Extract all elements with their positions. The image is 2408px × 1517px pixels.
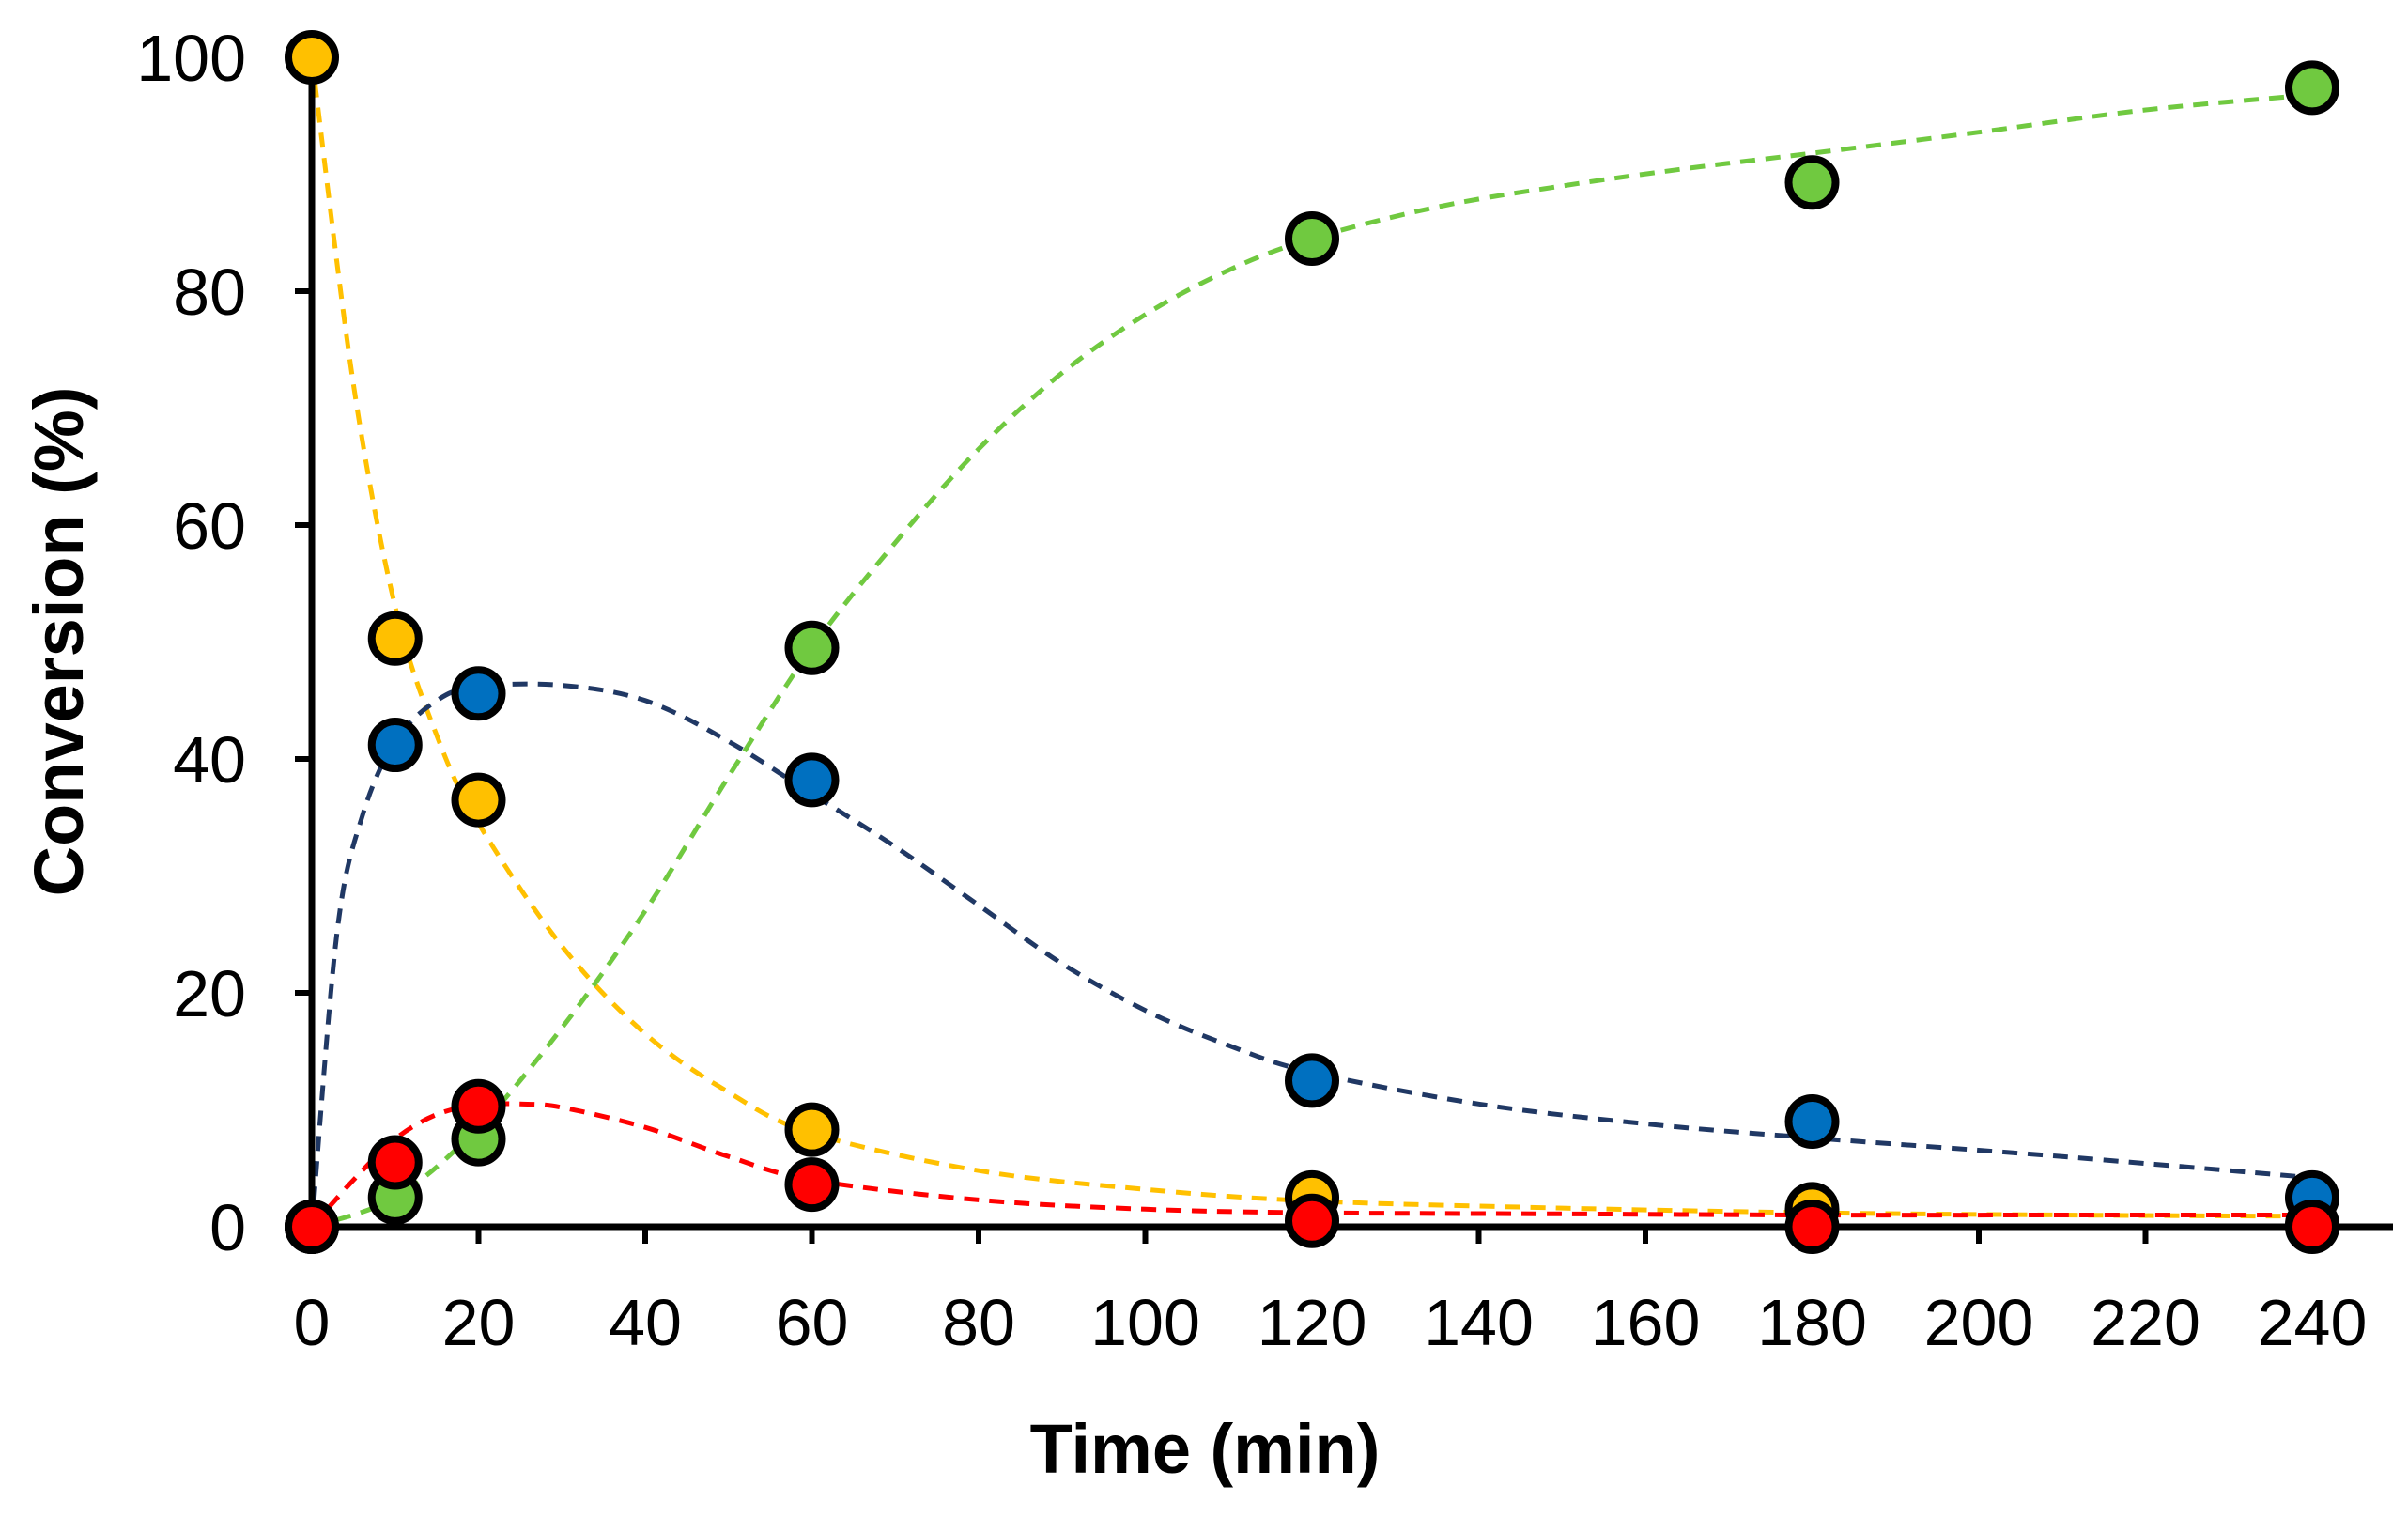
x-axis-title: Time (min) [1030,1410,1381,1488]
data-point-red [451,1078,506,1134]
data-point-blue [451,666,506,721]
fit-line-green [311,92,2313,1230]
data-point-red [1285,1193,1339,1248]
data-point-yellow [784,1102,840,1157]
y-tick-label: 80 [173,255,246,329]
data-markers [285,30,2339,1254]
data-point-green [2285,60,2339,116]
x-tick-label: 240 [2258,1286,2368,1359]
data-point-green [784,620,840,675]
x-tick-label: 200 [1924,1286,2034,1359]
x-tick-label: 0 [294,1286,331,1359]
x-tick-label: 60 [776,1286,849,1359]
x-tick-label: 40 [609,1286,682,1359]
data-point-blue [784,752,840,808]
y-tick-label: 0 [209,1191,246,1264]
axes [302,55,2393,1231]
ticks: 0 20 40 60 80 100 120 140 160 180 200 220 240 0 20 40 60… [136,22,2367,1359]
data-point-blue [367,718,423,773]
x-tick-label: 20 [442,1286,516,1359]
data-point-green [1285,210,1339,266]
x-tick-label: 180 [1757,1286,1867,1359]
y-tick-label: 40 [173,723,246,797]
y-tick-label: 60 [173,489,246,563]
data-point-red [784,1157,840,1213]
x-tick-label: 220 [2091,1286,2200,1359]
data-point-red [285,1200,339,1254]
fit-line-blue [309,681,2313,1228]
x-tick-label: 80 [942,1286,1015,1359]
data-point-green [1784,155,1840,210]
x-tick-label: 160 [1591,1286,1701,1359]
data-point-red [2285,1200,2339,1254]
data-point-red [1784,1200,1840,1254]
data-point-yellow [451,772,506,828]
y-tick-label: 20 [173,957,246,1030]
data-point-yellow [367,611,423,666]
data-point-blue [1285,1053,1339,1108]
x-tick-label: 120 [1258,1286,1367,1359]
x-tick-label: 140 [1424,1286,1534,1359]
data-point-red [367,1135,423,1190]
y-tick-label: 100 [136,22,246,95]
data-point-blue [1784,1093,1840,1149]
x-tick-label: 100 [1090,1286,1200,1359]
y-axis-title: Conversion (%) [20,387,98,897]
data-point-yellow [285,30,339,85]
